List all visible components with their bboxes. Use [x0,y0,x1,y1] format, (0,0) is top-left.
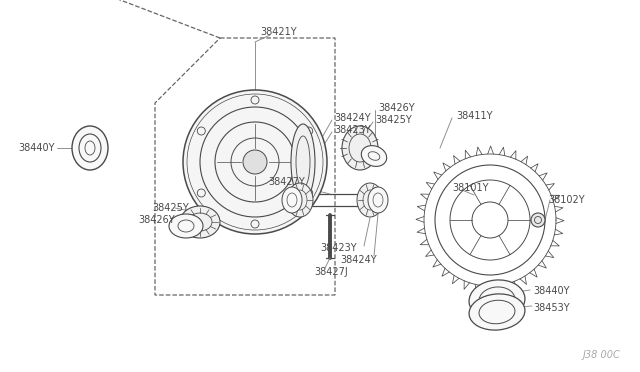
Ellipse shape [368,187,388,213]
Ellipse shape [469,280,525,320]
Text: 38425Y: 38425Y [375,115,412,125]
Text: 38424Y: 38424Y [340,255,376,265]
Text: 38427J: 38427J [314,267,348,277]
Text: 38102Y: 38102Y [548,195,584,205]
Text: 38440Y: 38440Y [533,286,570,296]
Ellipse shape [72,126,108,170]
Circle shape [531,213,545,227]
Ellipse shape [282,187,302,213]
Text: 38426Y: 38426Y [378,103,415,113]
Text: 38425Y: 38425Y [152,203,189,213]
Ellipse shape [362,145,387,166]
Text: 38411Y: 38411Y [456,111,493,121]
Text: 38101Y: 38101Y [452,183,488,193]
Ellipse shape [180,206,220,238]
Ellipse shape [291,124,315,200]
Text: 38440Y: 38440Y [18,143,54,153]
Text: 38427Y: 38427Y [268,177,305,187]
Ellipse shape [342,126,378,170]
Text: 38426Y: 38426Y [138,215,175,225]
Text: 38423Y: 38423Y [334,125,371,135]
Ellipse shape [357,183,383,217]
Text: J38 00C: J38 00C [582,350,620,360]
Text: 38453Y: 38453Y [533,303,570,313]
Text: 38421Y: 38421Y [260,27,296,37]
Text: 38423Y: 38423Y [320,243,356,253]
Ellipse shape [169,214,203,238]
Ellipse shape [287,183,313,217]
Text: 38424Y: 38424Y [334,113,371,123]
Ellipse shape [469,294,525,330]
Circle shape [243,150,267,174]
Circle shape [183,90,327,234]
